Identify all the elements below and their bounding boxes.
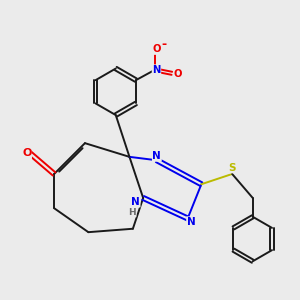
Text: N: N — [187, 217, 196, 227]
Text: O: O — [22, 148, 32, 158]
Text: -: - — [162, 38, 167, 51]
Text: N: N — [152, 65, 161, 75]
Text: N: N — [152, 151, 161, 161]
Text: O: O — [174, 69, 182, 79]
Text: N: N — [131, 197, 140, 207]
Text: H: H — [128, 208, 136, 217]
Text: O: O — [152, 44, 161, 54]
Text: S: S — [228, 163, 236, 173]
